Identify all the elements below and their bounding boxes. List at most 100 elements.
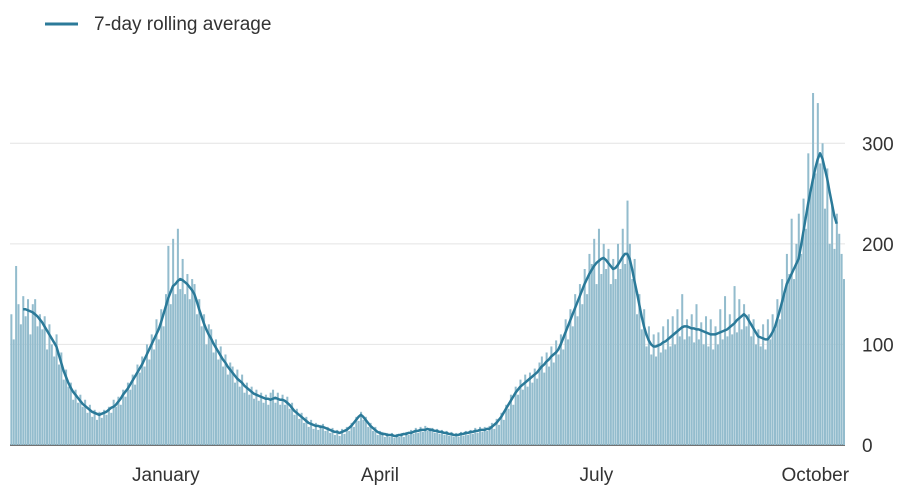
bar — [586, 294, 589, 445]
bar — [167, 245, 170, 445]
bar — [426, 430, 429, 445]
bar — [93, 409, 96, 445]
bar — [43, 316, 46, 445]
bar — [538, 362, 541, 445]
bar — [731, 334, 734, 445]
bar — [255, 389, 258, 445]
bar — [762, 324, 765, 445]
bar — [148, 359, 151, 445]
bar — [283, 404, 286, 445]
bar — [747, 314, 750, 445]
bar — [750, 336, 753, 445]
bar — [395, 433, 398, 445]
bar — [545, 352, 548, 445]
bar — [695, 304, 698, 445]
bar — [752, 319, 755, 445]
bar — [795, 243, 798, 445]
bar — [771, 314, 774, 445]
bar — [626, 200, 629, 445]
bar — [493, 428, 496, 445]
bar — [783, 294, 786, 445]
bar — [835, 213, 838, 445]
bar — [200, 326, 203, 445]
bar — [533, 368, 536, 445]
bar — [62, 379, 65, 445]
bar — [759, 346, 762, 445]
bar — [98, 411, 101, 445]
x-tick-label: April — [361, 465, 399, 486]
bar — [317, 429, 320, 445]
y-tick-label: 100 — [862, 335, 894, 356]
bar — [112, 399, 115, 445]
bar — [719, 309, 722, 445]
bar — [498, 424, 501, 445]
bar — [214, 339, 217, 445]
bar — [547, 366, 551, 445]
bar — [659, 352, 662, 445]
bar — [576, 316, 579, 445]
bar — [578, 284, 581, 445]
bar — [379, 430, 382, 445]
bar — [29, 334, 32, 445]
bar — [521, 389, 524, 445]
bar — [640, 329, 643, 445]
bar — [474, 427, 477, 445]
bar — [124, 396, 127, 445]
bar — [134, 384, 137, 445]
bar — [486, 430, 489, 445]
bar — [612, 258, 615, 445]
bar — [483, 426, 486, 445]
bar — [226, 374, 229, 445]
bar — [766, 319, 769, 445]
bar — [564, 319, 567, 445]
bar — [693, 342, 696, 445]
bar — [157, 339, 160, 445]
bar — [300, 412, 303, 445]
bar — [624, 263, 627, 445]
bar — [188, 299, 191, 445]
bar — [812, 93, 815, 445]
legend-label: 7-day rolling average — [94, 14, 271, 35]
bar — [507, 408, 510, 445]
bar — [716, 344, 719, 445]
y-tick-label: 200 — [862, 235, 894, 256]
bar — [79, 394, 82, 445]
bar — [588, 253, 591, 445]
bar — [350, 422, 353, 445]
bar — [369, 422, 372, 445]
bar — [607, 248, 610, 445]
bar — [355, 416, 358, 445]
bar — [690, 314, 693, 445]
x-tick-label: October — [781, 465, 849, 486]
bar — [402, 436, 405, 445]
bar — [367, 426, 370, 445]
bar — [264, 394, 267, 445]
bar — [769, 339, 772, 445]
bar — [81, 406, 84, 445]
bar — [141, 356, 144, 445]
bar — [819, 163, 822, 445]
bar — [34, 299, 37, 445]
bar — [600, 274, 603, 445]
bar — [705, 316, 708, 445]
bar — [597, 228, 600, 445]
bar — [131, 374, 134, 445]
bar — [674, 344, 677, 445]
bar — [421, 431, 424, 445]
bar — [217, 359, 220, 445]
bar — [840, 253, 843, 445]
bar — [643, 309, 646, 445]
bar — [233, 382, 236, 445]
bar — [115, 406, 118, 445]
bar — [302, 422, 305, 445]
bar — [583, 269, 586, 445]
bar — [374, 426, 377, 445]
bar — [179, 289, 182, 445]
bar — [343, 433, 346, 445]
bar — [176, 228, 179, 445]
bar — [500, 412, 503, 445]
bar — [488, 425, 491, 445]
bar — [341, 428, 344, 445]
bar — [724, 296, 727, 445]
bar — [745, 326, 748, 445]
